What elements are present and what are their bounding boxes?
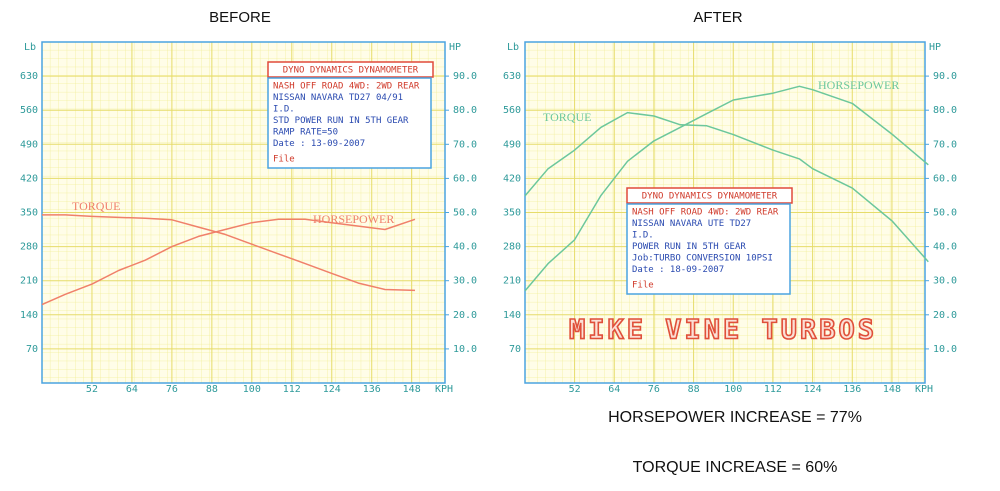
chart-title: AFTER — [693, 9, 742, 26]
info-line: NASH OFF ROAD 4WD: 2WD REAR — [632, 208, 779, 218]
x-tick-label: 124 — [323, 384, 341, 395]
info-line: STD POWER RUN IN 5TH GEAR — [273, 116, 409, 126]
x-tick-label: 124 — [804, 384, 822, 395]
series-line — [524, 111, 929, 263]
info-line: Job:TURBO CONVERSION 10PSI — [632, 254, 773, 264]
y2-tick-label: 30.0 — [933, 276, 957, 287]
series-label: HORSEPOWER — [818, 78, 899, 92]
chart: BEFORE 70 140 210 280 350 420 490 560 630 10.0 20.0… — [20, 9, 477, 395]
chart: AFTER 70 140 210 280 350 420 490 560 630 10.0 20.0 3… — [503, 9, 957, 476]
info-body — [626, 203, 791, 295]
series-label: TORQUE — [72, 199, 120, 213]
info-line: NASH OFF ROAD 4WD: 2WD REAR — [273, 82, 420, 92]
x-tick-label: 100 — [243, 384, 261, 395]
info-line: File — [632, 281, 654, 291]
y-tick-label: 490 — [20, 139, 38, 150]
watermark: MIKE VINE TURBOS — [569, 315, 877, 346]
y-axis-label: Lb — [24, 42, 36, 53]
y-tick-label: 140 — [20, 310, 38, 321]
info-title-box — [267, 61, 434, 78]
y-tick-label: 630 — [503, 71, 521, 82]
y-tick-label: 350 — [503, 208, 521, 219]
y-tick-label: 70 — [509, 344, 521, 355]
x-tick-label: 112 — [764, 384, 782, 395]
y-tick-label: 630 — [20, 71, 38, 82]
y2-tick-label: 10.0 — [453, 344, 477, 355]
y-axis-label: Lb — [507, 42, 519, 53]
x-tick-label: 64 — [126, 384, 138, 395]
info-line: File — [273, 155, 295, 165]
x-tick-label: 148 — [883, 384, 901, 395]
y2-tick-label: 60.0 — [453, 173, 477, 184]
y-tick-label: 280 — [503, 242, 521, 253]
annotation: HORSEPOWER INCREASE = 77% — [608, 409, 862, 426]
y-tick-label: 560 — [503, 105, 521, 116]
y2-tick-label: 10.0 — [933, 344, 957, 355]
info-line: NISSAN NAVARA TD27 04/91 — [273, 93, 403, 103]
chart-title: BEFORE — [209, 9, 271, 26]
y-tick-label: 70 — [26, 344, 38, 355]
y2-tick-label: 50.0 — [933, 208, 957, 219]
x-tick-label: 136 — [363, 384, 381, 395]
y2-tick-label: 40.0 — [453, 242, 477, 253]
y-tick-label: 210 — [503, 276, 521, 287]
info-body — [267, 77, 432, 169]
y-tick-label: 350 — [20, 208, 38, 219]
y2-axis-label: HP — [929, 42, 941, 53]
series-line — [524, 85, 929, 292]
y2-tick-label: 90.0 — [933, 71, 957, 82]
series-label: TORQUE — [543, 110, 591, 124]
y-tick-label: 140 — [503, 310, 521, 321]
info-line: RAMP RATE=50 — [273, 128, 338, 138]
info-title: DYNO DYNAMICS DYNAMOMETER — [642, 192, 778, 202]
y-tick-label: 420 — [503, 173, 521, 184]
y2-tick-label: 80.0 — [453, 105, 477, 116]
y-tick-label: 280 — [20, 242, 38, 253]
y2-tick-label: 20.0 — [453, 310, 477, 321]
y2-tick-label: 80.0 — [933, 105, 957, 116]
x-tick-label: 64 — [608, 384, 620, 395]
x-tick-label: 76 — [648, 384, 660, 395]
series-label: HORSEPOWER — [313, 212, 394, 226]
y2-axis-label: HP — [449, 42, 461, 53]
x-axis-label: KPH — [915, 384, 933, 395]
x-tick-label: 76 — [166, 384, 178, 395]
y2-tick-label: 50.0 — [453, 208, 477, 219]
series-line — [42, 214, 416, 292]
y2-tick-label: 20.0 — [933, 310, 957, 321]
y-tick-label: 210 — [20, 276, 38, 287]
info-line: I.D. — [632, 231, 654, 241]
x-tick-label: 52 — [86, 384, 98, 395]
x-tick-label: 52 — [569, 384, 581, 395]
info-title: DYNO DYNAMICS DYNAMOMETER — [283, 66, 419, 76]
info-line: Date : 18-09-2007 — [632, 265, 724, 275]
y2-tick-label: 40.0 — [933, 242, 957, 253]
x-tick-label: 88 — [206, 384, 218, 395]
info-line: I.D. — [273, 105, 295, 115]
y2-tick-label: 90.0 — [453, 71, 477, 82]
y2-tick-label: 60.0 — [933, 173, 957, 184]
info-line: POWER RUN IN 5TH GEAR — [632, 242, 746, 252]
info-title-box — [626, 187, 793, 204]
y-tick-label: 420 — [20, 173, 38, 184]
series-line — [41, 218, 416, 306]
annotation: TORQUE INCREASE = 60% — [633, 459, 838, 476]
y2-tick-label: 70.0 — [453, 139, 477, 150]
y-tick-label: 560 — [20, 105, 38, 116]
x-tick-label: 148 — [403, 384, 421, 395]
x-tick-label: 100 — [724, 384, 742, 395]
x-tick-label: 136 — [843, 384, 861, 395]
y2-tick-label: 30.0 — [453, 276, 477, 287]
y-tick-label: 490 — [503, 139, 521, 150]
info-line: NISSAN NAVARA UTE TD27 — [632, 219, 751, 229]
y2-tick-label: 70.0 — [933, 139, 957, 150]
x-axis-label: KPH — [435, 384, 453, 395]
x-tick-label: 88 — [688, 384, 700, 395]
x-tick-label: 112 — [283, 384, 301, 395]
info-line: Date : 13-09-2007 — [273, 139, 365, 149]
